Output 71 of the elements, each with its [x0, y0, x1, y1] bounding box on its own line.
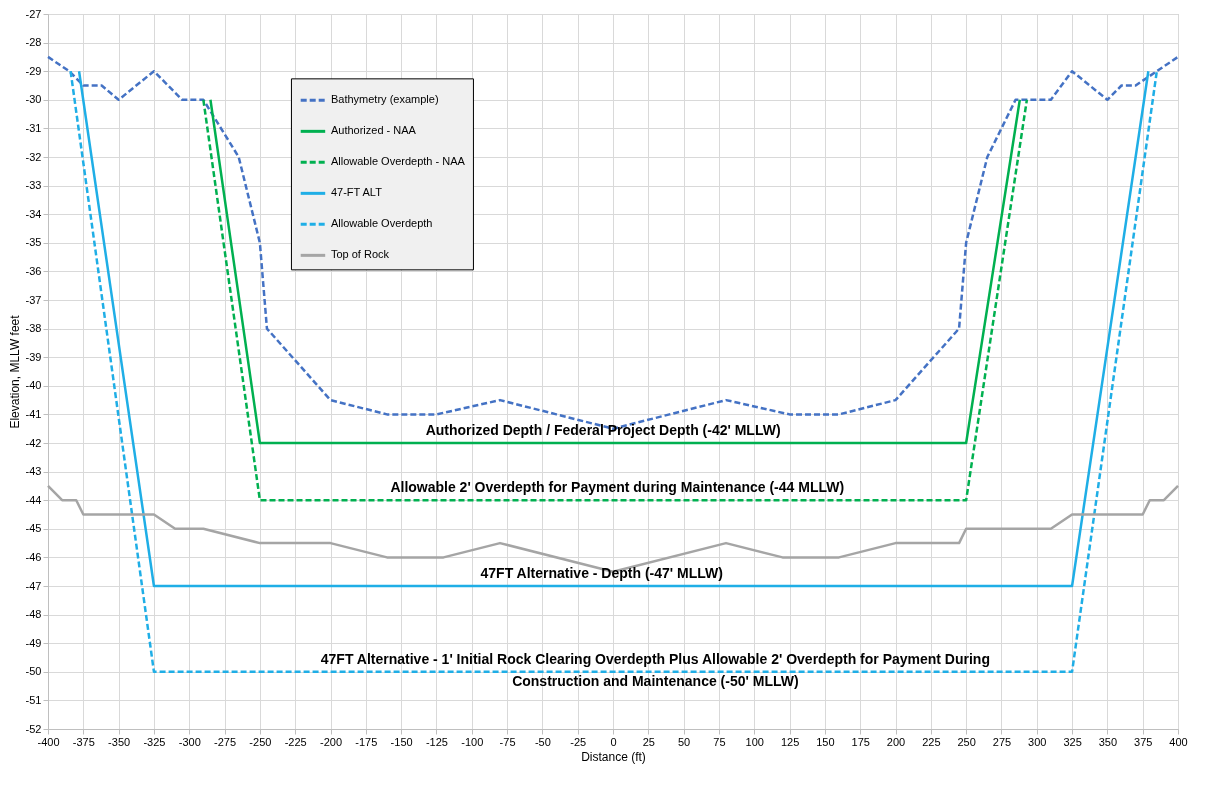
x-tick-label: 300: [1028, 735, 1047, 748]
x-tick-label: -150: [390, 735, 413, 748]
legend-label: 47-FT ALT: [330, 186, 383, 199]
x-tick-label: 200: [886, 735, 906, 748]
annotation: 47FT Alternative - Depth (-47' MLLW): [480, 565, 723, 581]
x-tick-label: 275: [992, 735, 1012, 748]
y-tick-label: -49: [25, 636, 42, 649]
x-tick-label: 50: [678, 735, 691, 748]
x-tick-label: -325: [143, 735, 166, 748]
y-tick-label: -51: [25, 693, 42, 706]
y-tick-label: -27: [25, 7, 42, 20]
annotation: 47FT Alternative - 1' Initial Rock Clearing Overdepth Plus Allowable 2' Overdepth for Payment During Construction and Maintenance (-50' MLLW): [320, 650, 990, 689]
x-tick-label: -200: [319, 735, 343, 748]
y-tick-label: -33: [25, 179, 42, 192]
x-tick-label: -250: [249, 735, 272, 748]
annotation: Authorized Depth / Federal Project Depth (-42' MLLW): [425, 422, 781, 438]
x-tick-label: -50: [534, 735, 551, 748]
legend-label: Bathymetry (example): [330, 93, 439, 106]
x-tick-label: -350: [108, 735, 131, 748]
legend-label: Top of Rock: [330, 248, 390, 261]
y-tick-label: -41: [25, 407, 42, 420]
legend-label: Authorized - NAA: [330, 124, 417, 137]
x-tick-label: 375: [1134, 735, 1153, 748]
x-tick-label: 25: [642, 735, 655, 748]
x-tick-label: 325: [1063, 735, 1082, 748]
y-tick-label: -36: [25, 264, 42, 277]
legend-label: Allowable Overdepth: [330, 217, 433, 230]
x-tick-label: 175: [851, 735, 870, 748]
y-tick-label: -35: [25, 236, 42, 249]
y-tick-label: -47: [25, 579, 42, 592]
x-tick-label: -275: [214, 735, 237, 748]
x-tick-label: 400: [1169, 735, 1188, 748]
x-tick-label: -25: [570, 735, 587, 748]
y-tick-label: -28: [25, 36, 42, 49]
y-tick-label: -45: [25, 522, 42, 535]
x-tick-label: -400: [37, 735, 60, 748]
x-axis-title: Distance (ft): [581, 749, 646, 764]
y-tick-label: -37: [25, 293, 42, 306]
x-tick-label: 350: [1098, 735, 1118, 748]
y-tick-label: -44: [25, 493, 42, 506]
y-tick-label: -40: [25, 379, 42, 392]
x-tick-label: -375: [72, 735, 95, 748]
y-tick-label: -43: [25, 465, 42, 478]
y-tick-label: -34: [25, 207, 42, 220]
x-tick-label: 150: [816, 735, 835, 748]
y-tick-label: -46: [25, 550, 42, 563]
x-tick-label: -125: [425, 735, 448, 748]
y-axis-title: Elevation, MLLW feet: [7, 314, 22, 429]
x-tick-label: 100: [745, 735, 764, 748]
y-tick-label: -31: [25, 121, 42, 134]
y-tick-label: -42: [25, 436, 42, 449]
x-tick-label: -175: [355, 735, 378, 748]
y-tick-label: -38: [25, 322, 42, 335]
x-tick-label: 125: [780, 735, 800, 748]
x-tick-label: 250: [957, 735, 976, 748]
x-tick-label: -100: [461, 735, 484, 748]
y-tick-label: -29: [25, 64, 42, 77]
x-tick-label: -300: [178, 735, 201, 748]
annotation: Allowable 2' Overdepth for Payment during Maintenance (-44 MLLW): [390, 479, 845, 496]
y-tick-label: -39: [25, 350, 42, 363]
y-tick-label: -30: [25, 93, 42, 106]
y-tick-label: -48: [25, 608, 42, 621]
x-tick-label: -225: [284, 735, 307, 748]
x-tick-label: 0: [610, 735, 617, 748]
y-tick-label: -32: [25, 150, 42, 163]
y-tick-label: -52: [25, 722, 42, 735]
x-tick-label: 225: [922, 735, 941, 748]
legend-label: Allowable Overdepth - NAA: [330, 155, 466, 168]
x-tick-label: 75: [713, 735, 726, 748]
y-tick-label: -50: [25, 665, 42, 678]
x-tick-label: -75: [499, 735, 516, 748]
